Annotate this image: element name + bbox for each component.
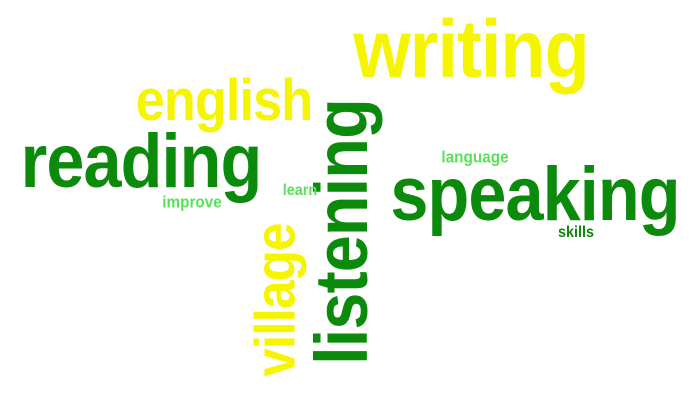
word-language: language [441,147,509,167]
word-skills: skills [557,224,595,241]
word-village: village [243,223,308,377]
word-improve: improve [162,192,222,212]
word-speaking: speaking [390,152,680,237]
word-reading: reading [20,119,263,204]
word-writing: writing [353,4,589,95]
word-listening: listening [300,99,383,365]
word-learn: learn [282,182,318,199]
word-english: english [135,68,313,133]
